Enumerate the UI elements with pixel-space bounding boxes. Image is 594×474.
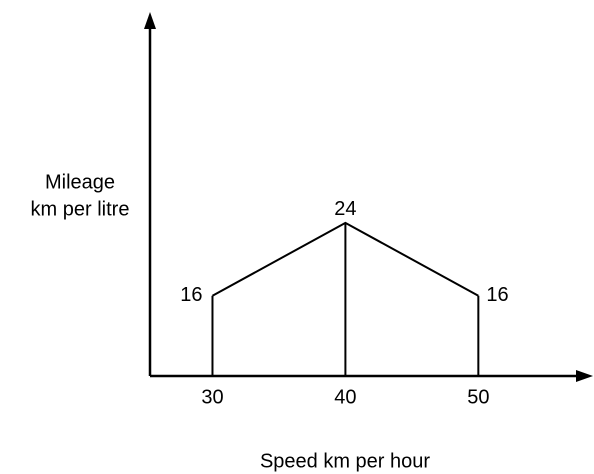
y-axis-label: Mileage <box>45 171 115 193</box>
y-axis-arrow <box>144 12 156 29</box>
x-tick-label: 30 <box>201 386 223 408</box>
x-tick-label: 40 <box>334 386 356 408</box>
data-label: 16 <box>486 284 508 306</box>
y-axis-label: km per litre <box>31 198 130 220</box>
x-tick-label: 50 <box>467 386 489 408</box>
data-line <box>211 221 479 297</box>
x-axis-arrow <box>576 370 593 382</box>
x-axis-label: Speed km per hour <box>260 450 430 472</box>
data-label: 24 <box>334 198 356 220</box>
data-label: 16 <box>180 284 202 306</box>
